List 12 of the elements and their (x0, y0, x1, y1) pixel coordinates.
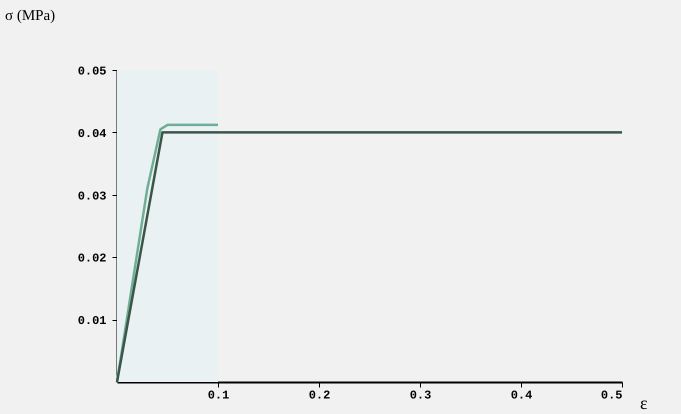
x-axis-title: ε (640, 393, 648, 413)
y-tick-label: 0.03 (78, 189, 106, 204)
x-tick-label: 0.1 (208, 388, 230, 402)
y-tick-label: 0.05 (78, 64, 106, 78)
y-tick-label: 0.04 (78, 126, 106, 141)
y-tick-label: 0.01 (78, 314, 106, 328)
x-tick-label: 0.2 (308, 388, 330, 402)
x-tick-label: 0.5 (600, 388, 622, 402)
x-tick-label: 0.4 (510, 388, 532, 402)
y-tick-label: 0.02 (78, 252, 106, 266)
x-tick-label: 0.3 (410, 388, 432, 402)
y-axis-title: σ (MPa) (5, 8, 56, 24)
